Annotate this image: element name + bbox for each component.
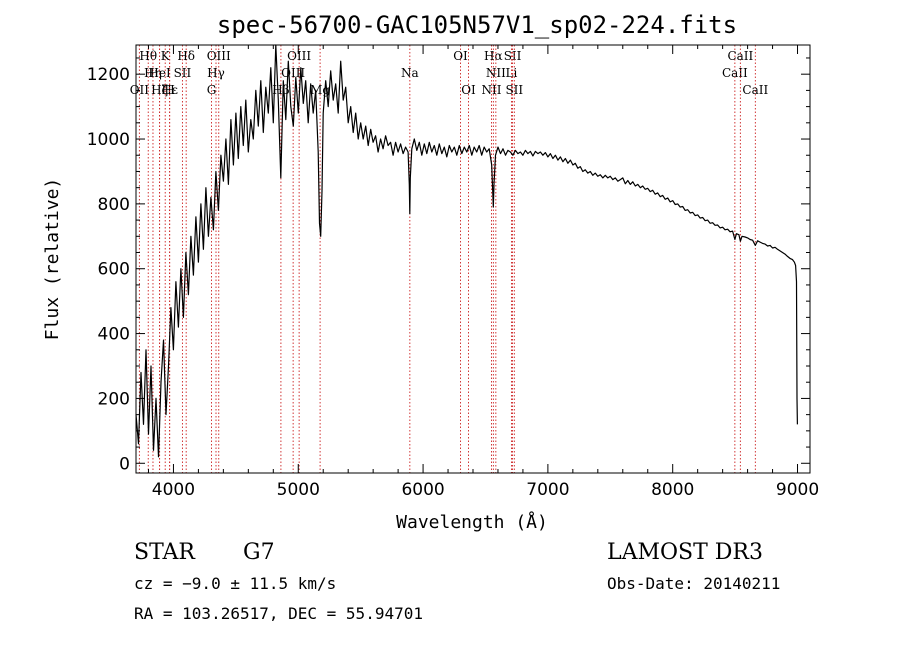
y-tick-label-3: 600	[98, 260, 130, 280]
x-tick-label-3: 7000	[526, 480, 569, 500]
x-axis-label: Wavelength (Å)	[396, 511, 548, 533]
y-tick-label-5: 1000	[87, 130, 130, 150]
line-label-26: CaII	[722, 66, 748, 80]
line-label-0: Hθ	[139, 49, 157, 63]
obs-date: Obs-Date: 20140211	[607, 574, 781, 593]
line-label-6: Hε	[161, 83, 178, 97]
line-label-4: Hζ	[151, 83, 168, 97]
y-tick-label-4: 800	[98, 195, 130, 215]
y-tick-label-1: 200	[98, 389, 130, 409]
line-label-12: OIII	[207, 49, 231, 63]
line-label-20: NII	[481, 83, 501, 97]
line-label-10: G	[207, 83, 217, 97]
line-label-18: OI	[453, 49, 468, 63]
axes: 4000 5000 6000 7000 8000 9000 0 200 400 600 800 100…	[87, 45, 819, 500]
line-label-22: NII	[486, 66, 506, 80]
line-label-9: Hδ	[177, 49, 195, 63]
line-label-27: CaII	[727, 49, 753, 63]
line-label-13: Hβ	[272, 83, 289, 97]
line-label-23: Li	[506, 66, 518, 80]
emission-lines: HθOIIHηHeIHζKHεHSIIHδGHγOIIIHβOIIIOIIIMg…	[130, 45, 768, 473]
x-tick-label-0: 4000	[152, 480, 195, 500]
line-label-11: Hγ	[207, 66, 225, 80]
survey-name: LAMOST DR3	[607, 540, 763, 565]
object-subclass: G7	[243, 540, 275, 565]
plot-frame	[135, 44, 811, 474]
redshift-cz: cz = −9.0 ± 11.5 km/s	[134, 574, 337, 593]
line-label-8: SII	[174, 66, 192, 80]
line-label-2: Hη	[144, 66, 162, 80]
line-label-28: CaII	[742, 83, 768, 97]
object-class: STAR	[134, 540, 195, 565]
line-label-25: SII	[505, 83, 523, 97]
line-label-24: SII	[504, 49, 522, 63]
y-axis-label: Flux (relative)	[42, 178, 63, 341]
x-tick-label-2: 6000	[401, 480, 444, 500]
line-label-19: OI	[461, 83, 476, 97]
x-tick-label-5: 9000	[776, 480, 819, 500]
line-label-15: OIII	[287, 49, 311, 63]
y-tick-label-0: 0	[119, 454, 130, 474]
line-label-17: Na	[401, 66, 419, 80]
y-tick-label-6: 1200	[87, 65, 130, 85]
y-tick-label-2: 400	[98, 325, 130, 345]
chart-title: spec-56700-GAC105N57V1_sp02-224.fits	[217, 11, 737, 39]
line-label-7: H	[164, 83, 174, 97]
x-tick-label-4: 8000	[651, 480, 694, 500]
line-label-5: K	[161, 49, 171, 63]
line-label-21: Hα	[484, 49, 503, 63]
spectrum-line	[135, 44, 798, 458]
ra-dec: RA = 103.26517, DEC = 55.94701	[134, 604, 423, 623]
x-tick-label-1: 5000	[277, 480, 320, 500]
